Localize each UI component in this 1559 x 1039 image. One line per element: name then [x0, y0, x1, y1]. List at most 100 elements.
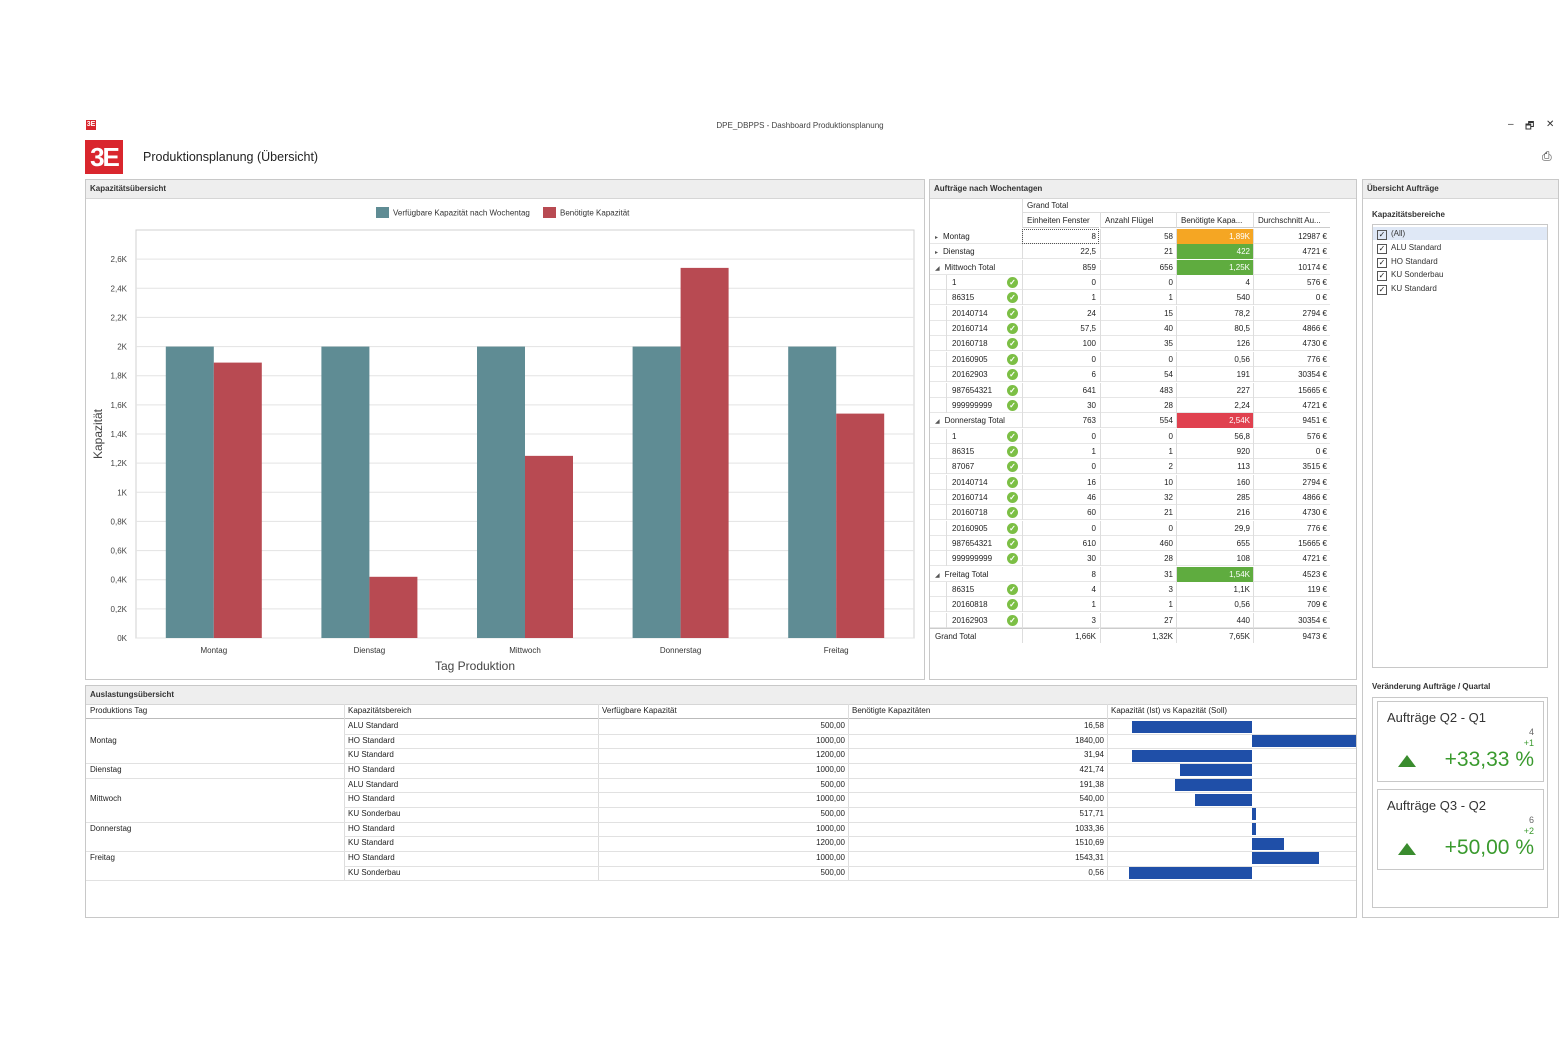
pivot-row-header[interactable]: ◢ Donnerstag Total — [930, 413, 1022, 428]
table-row[interactable] — [86, 850, 1356, 852]
kpi-card-q2-q1[interactable]: Aufträge Q2 - Q1 4 +1 +33,33 % — [1377, 701, 1544, 782]
checkbox-checked-icon[interactable]: ✓ — [1377, 243, 1387, 254]
pivot-row[interactable] — [930, 551, 1330, 567]
table-row[interactable] — [86, 762, 1356, 764]
pivot-row[interactable] — [930, 582, 1330, 598]
pivot-row[interactable] — [930, 521, 1330, 536]
pivot-row-header[interactable]: ◢ Freitag Total — [930, 567, 1022, 582]
pivot-value-cell: 216 — [1176, 505, 1253, 521]
required-capacity-cell: 31,94 — [1083, 750, 1104, 760]
pivot-value-cell: 28 — [1100, 551, 1176, 567]
filter-item[interactable]: ✓ (All) — [1373, 227, 1547, 240]
table-row[interactable] — [344, 792, 1356, 794]
export-icon[interactable]: ⎙ — [1542, 149, 1552, 163]
pivot-row[interactable] — [930, 613, 1330, 628]
pivot-row[interactable] — [930, 413, 1330, 429]
production-day-label: Donnerstag — [90, 823, 132, 833]
pivot-value-cell: 920 — [1176, 443, 1253, 459]
pivot-value-cell: 160 — [1176, 474, 1253, 490]
pivot-row[interactable] — [930, 321, 1330, 337]
grid-column-header[interactable]: Kapazitätsbereich — [348, 706, 412, 715]
expand-icon[interactable]: ▸ — [935, 235, 939, 241]
pivot-row[interactable] — [930, 490, 1330, 505]
filter-item[interactable]: ✓ KU Sonderbau — [1377, 268, 1443, 282]
close-button[interactable]: ✕ — [1546, 119, 1555, 130]
pivot-value-cell: 1 — [1100, 443, 1176, 459]
capacity-ratio-bar — [1129, 867, 1252, 879]
pivot-row-label: 987654321 — [952, 539, 993, 548]
filter-item[interactable]: ✓ ALU Standard — [1377, 241, 1441, 254]
pivot-row[interactable] — [930, 567, 1330, 582]
pivot-value-cell: 16 — [1022, 474, 1099, 490]
pivot-row[interactable] — [930, 352, 1330, 367]
pivot-row[interactable] — [930, 475, 1330, 490]
pivot-row[interactable] — [930, 398, 1330, 413]
pivot-row[interactable] — [930, 597, 1330, 613]
collapse-icon[interactable]: ◢ — [935, 572, 940, 579]
table-row[interactable] — [344, 748, 1356, 750]
capacity-ratio-bar — [1252, 837, 1285, 850]
restore-button[interactable]: 🗗 — [1525, 121, 1535, 132]
y-tick-label: 0,4K — [111, 576, 128, 585]
y-axis-title: Kapazität — [91, 408, 105, 459]
orders-pivot-grid[interactable]: Grand Total Einheiten Fenster Anzahl Flüge… — [930, 198, 1332, 646]
available-capacity-cell: 1000,00 — [816, 735, 845, 745]
y-tick-label: 0,6K — [111, 547, 128, 556]
pivot-row[interactable] — [930, 336, 1330, 352]
pivot-row[interactable] — [930, 244, 1330, 260]
grid-column-header[interactable]: Kapazität (Ist) vs Kapazität (Soll) — [1111, 706, 1228, 715]
trend-up-icon — [1398, 755, 1416, 767]
pivot-row[interactable] — [930, 367, 1330, 383]
pivot-value-cell: 22,5 — [1022, 244, 1099, 260]
pivot-row[interactable] — [930, 383, 1330, 398]
pivot-value-cell: 0 € — [1253, 290, 1330, 306]
checkbox-checked-icon[interactable]: ✓ — [1377, 257, 1387, 268]
filter-item[interactable]: ✓ KU Standard — [1377, 282, 1437, 296]
pivot-row[interactable] — [930, 290, 1330, 306]
pivot-row[interactable] — [930, 429, 1330, 444]
pivot-row[interactable] — [930, 444, 1330, 459]
collapse-icon[interactable]: ◢ — [935, 265, 940, 272]
pivot-row[interactable] — [930, 536, 1330, 551]
pivot-value-cell: 655 — [1176, 536, 1253, 551]
table-row[interactable] — [344, 865, 1356, 867]
minimize-button[interactable]: – — [1508, 119, 1514, 130]
pivot-column-header: Anzahl Flügel — [1100, 213, 1176, 228]
pivot-row[interactable] — [930, 306, 1330, 321]
table-row[interactable] — [344, 733, 1356, 735]
checkbox-checked-icon[interactable]: ✓ — [1377, 285, 1387, 296]
bar-required — [213, 362, 262, 638]
table-row[interactable] — [86, 880, 1356, 882]
checkbox-checked-icon[interactable]: ✓ — [1377, 230, 1387, 240]
kpi-card-q3-q2[interactable]: Aufträge Q3 - Q2 6 +2 +50,00 % — [1377, 789, 1544, 870]
expand-icon[interactable]: ▸ — [935, 250, 939, 257]
pivot-row-header[interactable]: ▸ Dienstag — [930, 244, 1022, 259]
table-row[interactable] — [86, 821, 1356, 823]
kpi-card-value: 6 — [1528, 815, 1534, 825]
y-tick-label: 2,4K — [111, 284, 128, 293]
grid-column-header[interactable]: Produktions Tag — [90, 706, 148, 715]
legend-swatch — [376, 207, 389, 218]
pivot-value-cell: 0 — [1022, 520, 1099, 536]
pivot-value-cell: 440 — [1176, 612, 1253, 628]
grid-column-header[interactable]: Verfügbare Kapazität — [602, 706, 677, 715]
filter-item[interactable]: ✓ HO Standard — [1377, 255, 1438, 268]
pivot-row-header[interactable]: ◢ Mittwoch Total — [930, 260, 1022, 275]
table-row[interactable] — [344, 806, 1356, 808]
utilization-grid[interactable]: Produktions Tag Kapazitätsbereich Verfügba… — [86, 704, 1357, 884]
capacity-area-filter-list[interactable]: ✓ (All) ✓ ALU Standard ✓ HO Standard ✓ KU Sonde… — [1372, 224, 1548, 668]
grid-column-header[interactable]: Benötigte Kapazitäten — [852, 706, 931, 715]
collapse-icon[interactable]: ◢ — [935, 419, 940, 426]
pivot-row[interactable] — [930, 229, 1330, 244]
pivot-value-cell: 21 — [1100, 244, 1176, 260]
orders-panel-title: Aufträge nach Wochentagen — [930, 180, 1356, 199]
table-row[interactable] — [344, 836, 1356, 838]
pivot-row[interactable] — [930, 260, 1330, 275]
pivot-row[interactable] — [930, 505, 1330, 521]
pivot-row[interactable] — [930, 459, 1330, 475]
checkbox-checked-icon[interactable]: ✓ — [1377, 271, 1387, 282]
pivot-row[interactable] — [930, 275, 1330, 291]
pivot-value-cell: 56,8 — [1176, 428, 1253, 444]
table-row[interactable] — [86, 777, 1356, 779]
pivot-row-header[interactable]: ▸ Montag — [930, 229, 1022, 244]
